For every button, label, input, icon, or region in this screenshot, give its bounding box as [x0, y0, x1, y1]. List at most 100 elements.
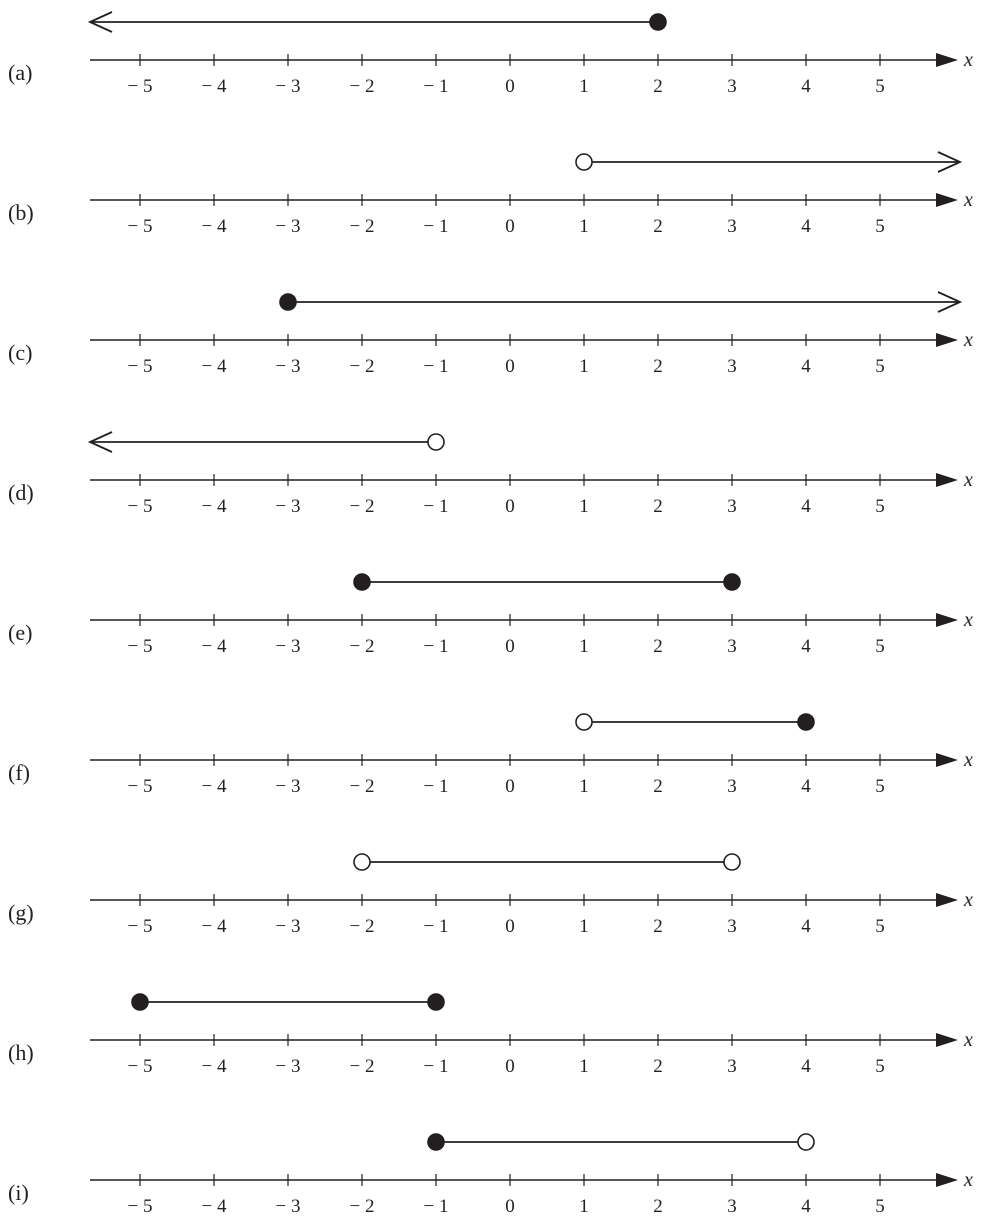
- tick-label: 0: [505, 216, 515, 237]
- closed-endpoint: [649, 13, 667, 31]
- closed-endpoint: [427, 993, 445, 1011]
- closed-endpoint: [797, 713, 815, 731]
- axis-variable-label: x: [963, 609, 973, 631]
- tick-label: 5: [875, 636, 885, 657]
- tick-label: − 4: [202, 916, 227, 937]
- tick-label: − 3: [276, 496, 301, 517]
- panel-label: (e): [8, 620, 32, 645]
- axis-variable-label: x: [963, 889, 973, 911]
- tick-label: 4: [801, 496, 811, 517]
- tick-label: 2: [653, 356, 663, 377]
- tick-label: − 1: [424, 916, 449, 937]
- tick-label: − 5: [128, 496, 153, 517]
- tick-label: 0: [505, 76, 515, 97]
- panel-label: (h): [8, 1040, 34, 1065]
- tick-label: − 5: [128, 776, 153, 797]
- tick-label: − 1: [424, 356, 449, 377]
- axis-arrowhead: [936, 333, 958, 347]
- axis-arrowhead: [936, 893, 958, 907]
- tick-label: − 5: [128, 216, 153, 237]
- tick-label: − 5: [128, 636, 153, 657]
- tick-label: − 1: [424, 636, 449, 657]
- tick-label: − 1: [424, 1056, 449, 1077]
- tick-label: 0: [505, 636, 515, 657]
- tick-label: 3: [727, 356, 737, 377]
- tick-label: 3: [727, 636, 737, 657]
- tick-label: 2: [653, 776, 663, 797]
- tick-label: − 3: [276, 76, 301, 97]
- axis-arrowhead: [936, 1033, 958, 1047]
- panel-label: (b): [8, 200, 34, 225]
- axis-variable-label: x: [963, 329, 973, 351]
- panel-c: (c) x − 5 − 4 − 3 − 2 − 1 0 1 2 3 4 5: [8, 291, 973, 377]
- closed-endpoint: [131, 993, 149, 1011]
- tick-label: 2: [653, 1056, 663, 1077]
- tick-label: 5: [875, 496, 885, 517]
- tick-label: 3: [727, 496, 737, 517]
- panel-e: (e) x − 5 − 4 − 3 − 2 − 1 0 1 2 3 4 5: [8, 573, 973, 657]
- tick-label: 4: [801, 776, 811, 797]
- tick-label: 1: [579, 916, 589, 937]
- axis-arrowhead: [936, 613, 958, 627]
- tick-label: 3: [727, 776, 737, 797]
- tick-label: − 4: [202, 636, 227, 657]
- tick-label: 4: [801, 636, 811, 657]
- tick-label: 2: [653, 216, 663, 237]
- tick-label: − 4: [202, 496, 227, 517]
- tick-label: 0: [505, 1196, 515, 1216]
- tick-label: − 2: [350, 1196, 375, 1216]
- axis-arrowhead: [936, 753, 958, 767]
- open-endpoint: [575, 153, 593, 171]
- tick-label: − 3: [276, 776, 301, 797]
- panel-label: (a): [8, 60, 32, 85]
- axis-variable-label: x: [963, 469, 973, 491]
- tick-label: 5: [875, 776, 885, 797]
- tick-label: − 4: [202, 1196, 227, 1216]
- tick-label: 5: [875, 356, 885, 377]
- tick-label: − 3: [276, 1196, 301, 1216]
- tick-label: − 5: [128, 76, 153, 97]
- panel-label: (i): [8, 1180, 29, 1205]
- open-endpoint: [797, 1133, 815, 1151]
- tick-label: 5: [875, 76, 885, 97]
- tick-label: 2: [653, 1196, 663, 1216]
- tick-label: 0: [505, 496, 515, 517]
- tick-label: 3: [727, 216, 737, 237]
- tick-label: − 1: [424, 216, 449, 237]
- tick-label: − 3: [276, 1056, 301, 1077]
- axis-arrowhead: [936, 1173, 958, 1187]
- tick-label: − 1: [424, 776, 449, 797]
- tick-label: − 5: [128, 356, 153, 377]
- tick-label: 5: [875, 1056, 885, 1077]
- closed-endpoint: [353, 573, 371, 591]
- tick-label: 1: [579, 216, 589, 237]
- closed-endpoint: [723, 573, 741, 591]
- panel-d: (d) x − 5 − 4 − 3 − 2 − 1 0 1 2 3 4 5: [8, 431, 973, 517]
- tick-label: 0: [505, 1056, 515, 1077]
- open-endpoint: [723, 853, 741, 871]
- tick-label: − 4: [202, 776, 227, 797]
- tick-label: 1: [579, 636, 589, 657]
- tick-label: 1: [579, 1056, 589, 1077]
- tick-label: − 3: [276, 636, 301, 657]
- panel-label: (c): [8, 340, 32, 365]
- tick-label: 0: [505, 916, 515, 937]
- axis-arrowhead: [936, 473, 958, 487]
- tick-label: − 3: [276, 216, 301, 237]
- panel-i: (i) x − 5 − 4 − 3 − 2 − 1 0 1 2 3 4 5: [8, 1133, 973, 1216]
- tick-label: 0: [505, 776, 515, 797]
- tick-label: 1: [579, 496, 589, 517]
- tick-label: − 5: [128, 1196, 153, 1216]
- tick-label: 1: [579, 356, 589, 377]
- tick-label: − 5: [128, 1056, 153, 1077]
- tick-label: − 2: [350, 636, 375, 657]
- ray-arrow-right: [937, 151, 963, 173]
- panel-h: (h) x − 5 − 4 − 3 − 2 − 1 0 1 2 3 4 5: [8, 993, 973, 1077]
- tick-label: 3: [727, 916, 737, 937]
- tick-label: 5: [875, 1196, 885, 1216]
- axis-variable-label: x: [963, 1029, 973, 1051]
- tick-label: 1: [579, 776, 589, 797]
- open-endpoint: [427, 433, 445, 451]
- closed-endpoint: [427, 1133, 445, 1151]
- tick-label: − 2: [350, 776, 375, 797]
